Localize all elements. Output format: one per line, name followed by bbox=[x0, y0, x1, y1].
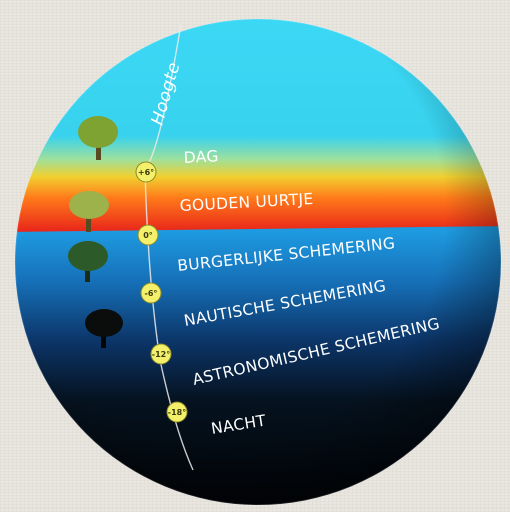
tree-golden-icon bbox=[69, 191, 109, 232]
marker-minus12: -12° bbox=[150, 343, 172, 365]
disc-shading bbox=[15, 19, 501, 505]
tree-civil-icon bbox=[68, 241, 108, 282]
marker-zero-label: 0° bbox=[143, 231, 153, 240]
tree-night-icon bbox=[85, 309, 123, 348]
band-label-dag: DAG bbox=[183, 147, 219, 167]
marker-plus6: +6° bbox=[135, 161, 157, 183]
marker-zero: 0° bbox=[137, 224, 159, 246]
marker-minus18: -18° bbox=[166, 401, 188, 423]
marker-minus18-label: -18° bbox=[168, 408, 186, 417]
disc-rim bbox=[14, 18, 502, 506]
marker-minus6: -6° bbox=[140, 282, 162, 304]
marker-minus12-label: -12° bbox=[152, 350, 170, 359]
tree-day-icon bbox=[78, 116, 118, 160]
marker-minus6-label: -6° bbox=[145, 289, 158, 298]
marker-plus6-label: +6° bbox=[138, 168, 154, 177]
